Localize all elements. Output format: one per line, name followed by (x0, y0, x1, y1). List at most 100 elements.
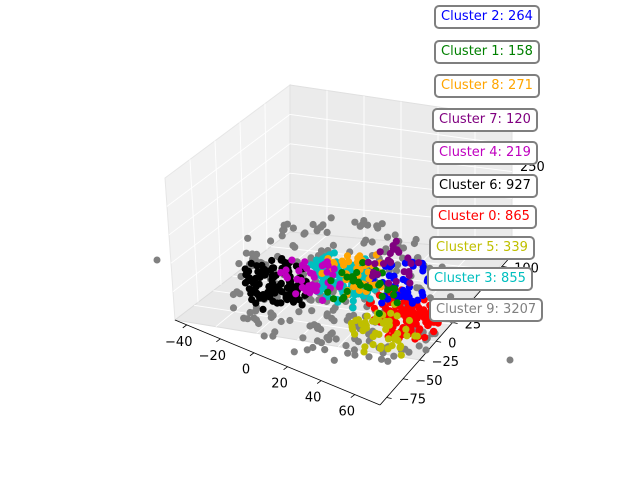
x-tick-label: 60 (339, 405, 356, 420)
scatter-point (298, 301, 306, 309)
scatter-point (364, 221, 372, 229)
scatter-point (413, 332, 421, 340)
scatter-point (291, 243, 299, 251)
scatter-point (378, 220, 386, 228)
scatter-point (298, 261, 306, 269)
scatter-point (282, 291, 290, 299)
scatter-point (279, 226, 287, 234)
scatter-point (343, 252, 352, 260)
scatter-point (324, 288, 332, 296)
scatter-point (313, 282, 321, 290)
y-tick-label: −25 (432, 355, 459, 370)
scatter-point (351, 330, 359, 338)
scatter-point (314, 322, 322, 330)
scatter-point (377, 355, 386, 363)
grid-line (214, 140, 222, 285)
scatter-point (399, 286, 407, 294)
scatter-point (343, 273, 351, 281)
scatter-point (286, 316, 294, 325)
scatter-point (305, 282, 313, 290)
x-tick-label: 40 (305, 391, 322, 406)
scatter-point (253, 262, 261, 270)
scatter-point (416, 325, 424, 333)
scatter-point (410, 239, 418, 248)
scatter-point (391, 231, 399, 239)
scatter-point (300, 230, 308, 238)
scatter-point (371, 260, 379, 268)
scatter-point (270, 264, 278, 272)
legend-entry: Cluster 2: 264 (434, 5, 540, 29)
scatter-point (277, 256, 285, 264)
scatter-point (344, 349, 352, 357)
scatter-point (260, 332, 268, 340)
scatter-point (270, 282, 278, 290)
legend-entry: Cluster 5: 339 (429, 236, 535, 260)
scatter-point (391, 335, 399, 343)
scatter-point (373, 270, 382, 279)
scatter-point (384, 335, 393, 343)
y-tick-mark (386, 397, 392, 399)
scatter-point (399, 244, 408, 252)
scatter-point (313, 227, 321, 235)
x-tick-mark (350, 394, 356, 398)
scatter-point (336, 280, 344, 288)
scatter-point (349, 297, 357, 305)
scatter-point (323, 268, 331, 276)
scatter-point (374, 224, 382, 232)
scatter-point (235, 260, 243, 268)
scatter-point (354, 338, 362, 346)
scatter-point (292, 290, 300, 298)
grid-line (168, 143, 291, 236)
legend-entry: Cluster 4: 219 (432, 141, 538, 165)
scatter-point (244, 234, 252, 242)
scatter-point (252, 299, 260, 307)
scatter-point (414, 296, 422, 304)
scatter-point (397, 342, 405, 350)
scatter-point (399, 310, 407, 318)
scatter-point (384, 295, 392, 303)
scatter-point (295, 267, 303, 275)
scatter-point (338, 295, 346, 303)
scatter-point (329, 241, 337, 249)
scatter-point (353, 268, 361, 277)
grid-line (289, 113, 513, 146)
scatter-point (331, 304, 339, 312)
scatter-point (267, 237, 275, 245)
scatter-point (308, 307, 316, 315)
scatter-point (328, 329, 336, 337)
scatter-point (420, 306, 428, 314)
x-axis-ticks: −40 −20 0 20 40 60 (165, 324, 356, 420)
y-tick-mark (403, 378, 409, 381)
scatter-point (403, 305, 411, 313)
scatter-point (390, 291, 398, 299)
scatter-point (394, 261, 402, 269)
scatter-point (330, 265, 338, 273)
scatter-point (267, 309, 275, 317)
scatter-point (415, 259, 423, 267)
x-tick-mark (216, 338, 221, 343)
x-tick-mark (249, 352, 255, 357)
scatter-point (393, 299, 401, 307)
y-tick-mark (436, 340, 442, 343)
scatter-point (269, 332, 277, 340)
scatter-point (396, 293, 405, 301)
scatter-point (347, 264, 355, 273)
scatter-point (362, 236, 370, 244)
scatter-point (244, 277, 252, 285)
scatter-point (254, 268, 262, 276)
grid-line (264, 103, 268, 250)
scatter-point (306, 269, 315, 277)
scatter-point (252, 307, 260, 315)
scatter-point (375, 330, 383, 338)
scatter-point (236, 290, 244, 298)
scatter-point (419, 263, 427, 271)
scatter-point (375, 309, 383, 318)
scatter-point (278, 232, 286, 240)
scatter-point (229, 304, 238, 312)
scatter-point (376, 248, 384, 256)
scatter-point (361, 318, 369, 326)
grid-line (189, 159, 199, 303)
scatter-point (240, 314, 248, 322)
grid-line (166, 114, 291, 207)
